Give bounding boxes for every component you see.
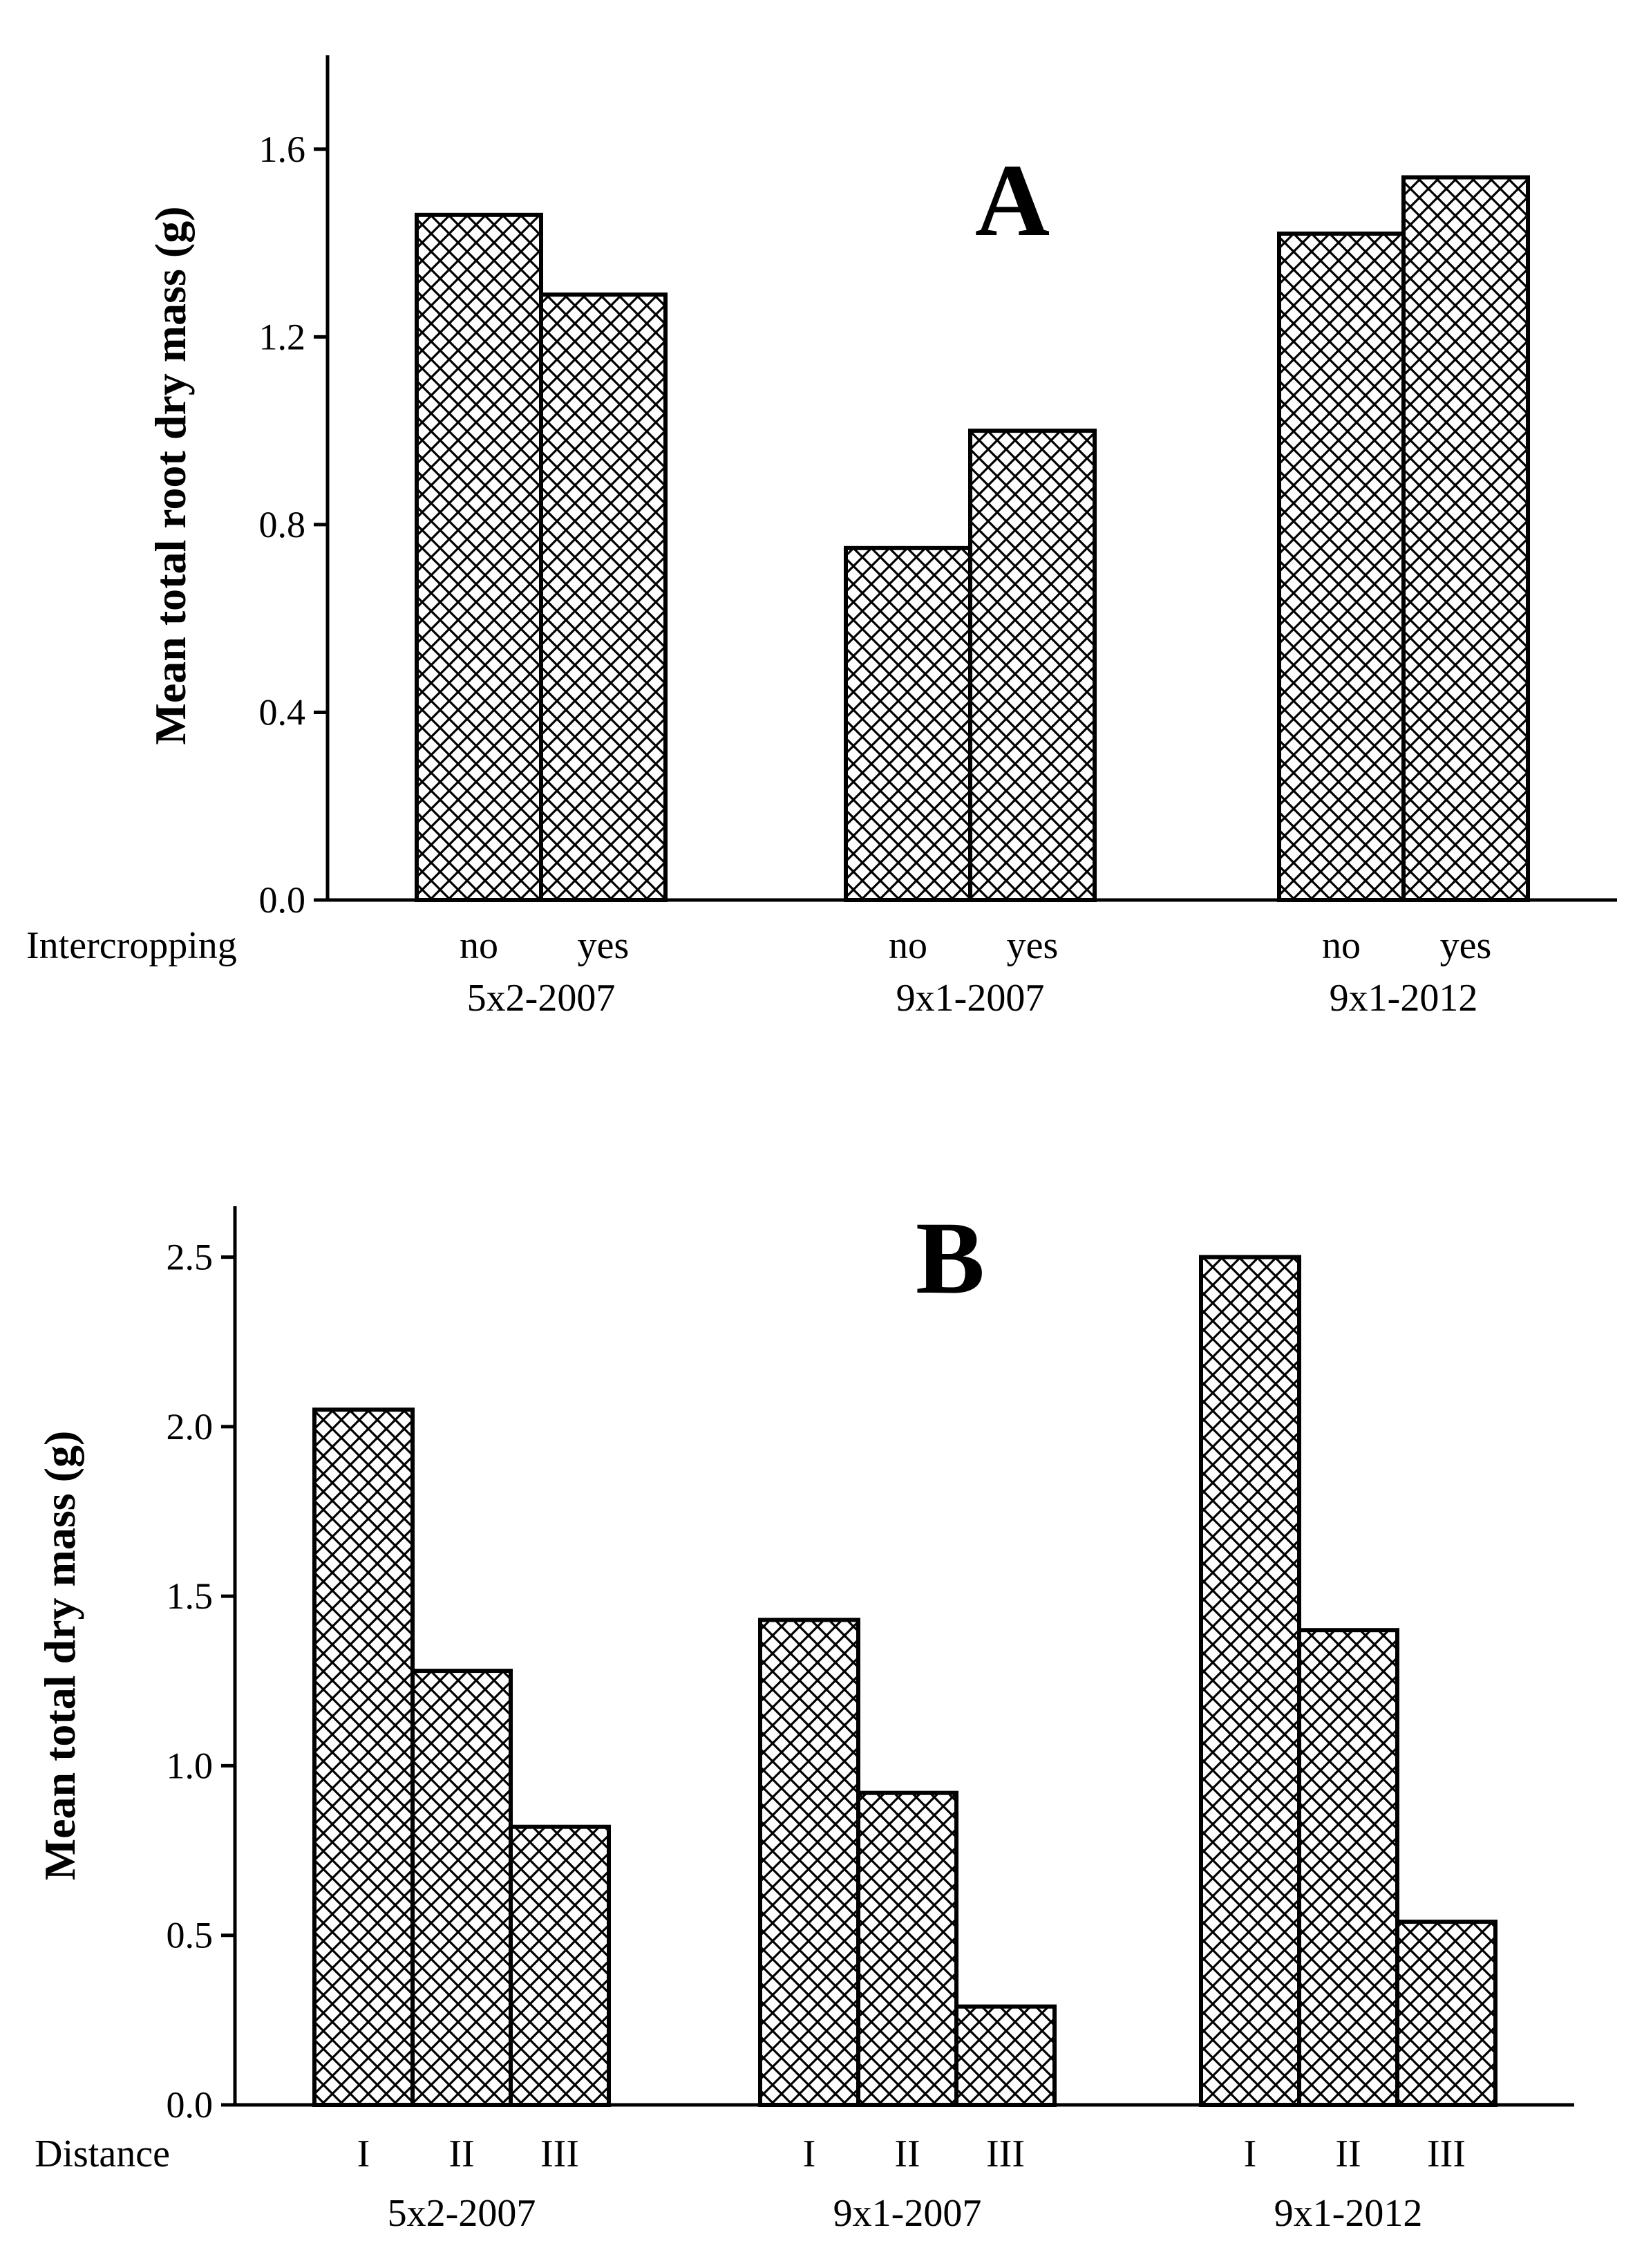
bar-category-label: II [894, 2133, 920, 2175]
bar [1395, 1920, 1497, 2107]
y-tick-label: 1.2 [259, 316, 306, 357]
bar [856, 1790, 958, 2107]
bar-category-label: I [803, 2133, 816, 2175]
bar-category-label: yes [1440, 924, 1492, 967]
bar [1199, 1255, 1301, 2107]
panel-title-b: B [916, 1201, 985, 1315]
bar [539, 292, 668, 902]
group-label: 5x2-2007 [467, 977, 616, 1020]
y-tick-label: 2.0 [167, 1406, 214, 1447]
y-tick-label: 1.0 [167, 1745, 214, 1786]
group-label: 9x1-2012 [1330, 977, 1478, 1020]
y-tick-label: 1.6 [259, 129, 306, 170]
y-tick-label: 0.8 [259, 504, 306, 545]
bars-b [312, 1255, 1497, 2107]
bar-category-label: II [448, 2133, 474, 2175]
bar-category-label: yes [578, 924, 630, 967]
bar [968, 429, 1097, 902]
y-tick-label: 0.5 [167, 1915, 214, 1956]
y-axis-title-a: Mean total root dry mass (g) [146, 206, 195, 744]
bar-category-label: III [1427, 2133, 1466, 2175]
bar [1277, 231, 1406, 902]
y-ticks-b: 0.0 0.5 1.0 1.5 2.0 2.5 [167, 1237, 235, 2126]
row-label-distance: Distance [35, 2133, 170, 2175]
y-tick-label: 0.0 [167, 2084, 214, 2126]
bars-a [415, 175, 1530, 903]
group-label: 9x1-2007 [833, 2192, 982, 2235]
bar-category-label: III [540, 2133, 579, 2175]
bar [1401, 175, 1530, 902]
y-tick-label: 0.0 [259, 879, 306, 921]
bar-category-label: III [986, 2133, 1025, 2175]
y-tick-label: 1.5 [167, 1575, 214, 1617]
chart-panel-a: 0.0 0.4 0.8 1.2 1.6 no yes 5x2-2007 no yes 9x1-20… [26, 55, 1617, 1020]
y-tick-label: 2.5 [167, 1237, 214, 1278]
category-labels-a: no yes 5x2-2007 no yes 9x1-2007 no yes 9x1-2012 [460, 924, 1491, 1020]
bar-category-label: II [1335, 2133, 1361, 2175]
bar [1297, 1628, 1399, 2107]
bar [509, 1824, 611, 2107]
bar-category-label: I [1244, 2133, 1257, 2175]
bar [758, 1618, 860, 2107]
bar-category-label: I [357, 2133, 370, 2175]
row-label-intercropping: Intercropping [26, 924, 237, 967]
bar [844, 545, 972, 902]
y-axis-title-b: Mean total dry mass (g) [35, 1431, 84, 1881]
panel-title-a: A [975, 143, 1050, 258]
bar-category-label: no [889, 924, 927, 967]
group-label: 9x1-2007 [896, 977, 1045, 1020]
y-tick-label: 0.4 [259, 691, 306, 733]
group-label: 5x2-2007 [388, 2192, 536, 2235]
bar-category-label: no [460, 924, 498, 967]
bar [954, 2004, 1057, 2107]
bar-category-label: yes [1007, 924, 1059, 967]
bar [415, 212, 543, 903]
bar [410, 1669, 513, 2107]
group-label: 9x1-2012 [1274, 2192, 1423, 2235]
y-ticks-a: 0.0 0.4 0.8 1.2 1.6 [259, 129, 328, 921]
bar [312, 1407, 415, 2107]
bar-category-label: no [1322, 924, 1361, 967]
